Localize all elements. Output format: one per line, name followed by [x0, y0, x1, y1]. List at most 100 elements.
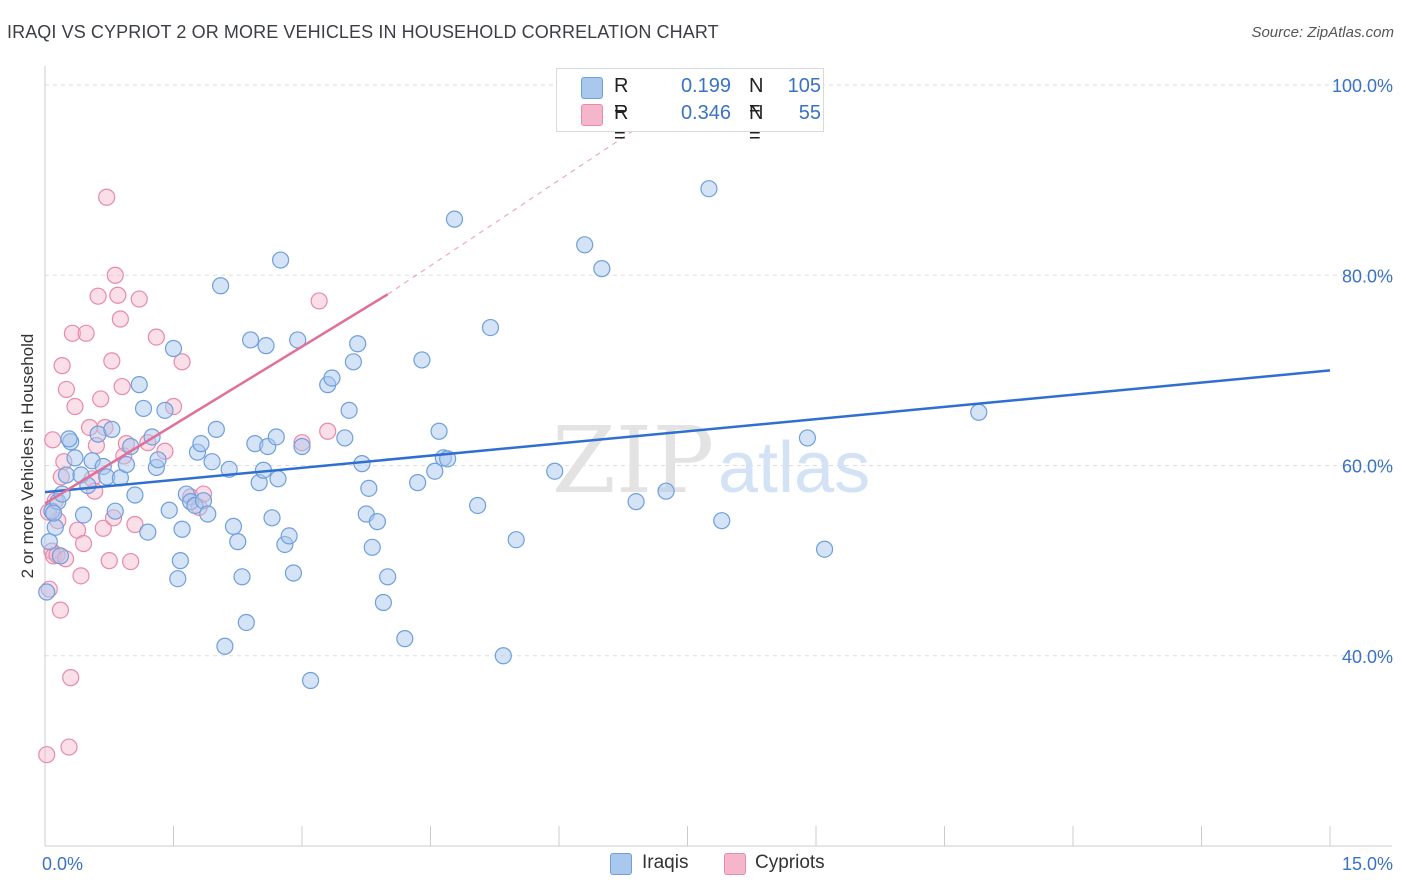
iraqi-point — [546, 462, 564, 480]
iraqi-point — [430, 422, 448, 440]
trend-lines — [44, 122, 1331, 505]
cypriot-point — [122, 552, 140, 571]
iraqi-point — [40, 533, 58, 551]
cypriot-trend-extension — [387, 122, 645, 295]
iraqi-point — [233, 568, 251, 586]
cypriot-point — [94, 519, 112, 537]
cypriot-point — [62, 669, 80, 687]
iraqi-point — [46, 518, 64, 536]
bottom-iraqi-swatch — [610, 853, 632, 875]
iraqi-points — [38, 180, 988, 690]
iraqi-point — [164, 339, 183, 358]
iraqi-point — [627, 493, 645, 511]
cypriot-point — [109, 286, 127, 304]
bottom-cypriot-swatch — [724, 853, 746, 875]
cypriot-point — [51, 601, 70, 619]
iraqi-point — [323, 369, 341, 387]
iraqi-point — [657, 482, 675, 500]
cypriot-point — [60, 738, 78, 756]
iraqi-point — [171, 552, 189, 570]
axes — [44, 66, 1392, 847]
iraqi-point — [199, 505, 217, 523]
iraqi-point — [38, 583, 56, 601]
iraqi-point — [257, 337, 275, 355]
iraqi-point — [284, 564, 303, 582]
x-tick-label-max: 15.0% — [1342, 854, 1393, 874]
cypriot-point — [98, 188, 116, 206]
iraqi-point — [139, 523, 157, 541]
iraqi-point — [103, 420, 121, 438]
iraqi-point — [293, 437, 311, 456]
cypriot-point — [66, 397, 84, 416]
iraqi-point — [229, 533, 247, 551]
iraqi-point — [349, 335, 367, 353]
cypriot-swatch — [581, 104, 603, 126]
iraqi-point — [216, 637, 234, 655]
iraqi-point — [126, 486, 144, 504]
iraqi-trend-line — [44, 369, 1331, 494]
cypriot-point — [147, 328, 165, 346]
cypriot-n-label: N = — [749, 102, 764, 147]
iraqi-point — [340, 401, 358, 419]
iraqi-point — [60, 430, 78, 448]
iraqi-point — [263, 509, 281, 527]
cypriot-point — [74, 534, 93, 553]
watermark: ZIP atlas — [552, 407, 870, 514]
iraqi-point — [149, 451, 167, 469]
cypriot-point — [173, 353, 191, 371]
x-tick-label-min: 0.0% — [42, 854, 83, 874]
cypriot-point — [111, 310, 129, 328]
iraqi-point — [74, 506, 93, 524]
cypriot-point — [103, 352, 121, 370]
iraqi-point — [192, 435, 210, 453]
iraqi-point — [396, 630, 414, 648]
iraqi-point — [576, 236, 594, 254]
source-label: Source: ZipAtlas.com — [1251, 24, 1394, 41]
iraqi-point — [368, 513, 386, 531]
cypriot-point — [77, 324, 95, 342]
iraqi-point — [242, 331, 260, 349]
iraqi-point — [700, 180, 718, 198]
cypriot-point — [63, 324, 82, 342]
cypriot-point — [106, 266, 124, 284]
cypriot-point — [310, 292, 328, 310]
bottom-iraqi-label: Iraqis — [642, 852, 689, 873]
iraqi-point — [267, 428, 285, 446]
iraqi-point — [713, 512, 731, 530]
cypriot-point — [92, 390, 110, 408]
iraqi-point — [57, 466, 76, 484]
iraqi-point — [445, 210, 464, 228]
cypriot-point — [130, 290, 148, 308]
iraqi-point — [494, 647, 512, 665]
y-axis-label: 2 or more Vehicles in Household — [18, 333, 37, 579]
iraqi-point — [363, 538, 381, 556]
iraqi-point — [44, 504, 63, 522]
iraqi-point — [51, 547, 70, 565]
cypriot-r-value: 0.346 — [680, 102, 731, 124]
iraqi-point — [269, 470, 287, 488]
cypriot-point — [44, 431, 62, 449]
iraqi-point — [203, 453, 221, 471]
cypriot-point — [126, 515, 144, 534]
cypriot-point — [38, 746, 56, 764]
iraqi-point — [815, 540, 834, 558]
iraqi-point — [117, 455, 135, 474]
iraqi-point — [156, 401, 174, 419]
cypriot-point — [319, 422, 337, 440]
tick-labels: 40.0% 60.0% 80.0% 100.0% 0.0% 15.0% — [42, 76, 1393, 874]
iraqi-point — [130, 376, 148, 394]
cypriot-point — [100, 552, 118, 570]
iraqi-point — [169, 570, 187, 588]
iraqi-point — [224, 517, 243, 535]
iraqi-point — [344, 353, 362, 371]
iraqi-point — [593, 260, 611, 278]
iraqi-point — [271, 251, 290, 269]
iraqi-point — [173, 520, 191, 538]
iraqi-point — [336, 429, 354, 447]
iraqi-point — [469, 496, 487, 515]
iraqi-point — [379, 568, 397, 586]
cypriot-point — [57, 380, 76, 399]
cypriot-point — [53, 357, 71, 375]
iraqi-swatch — [581, 77, 603, 99]
